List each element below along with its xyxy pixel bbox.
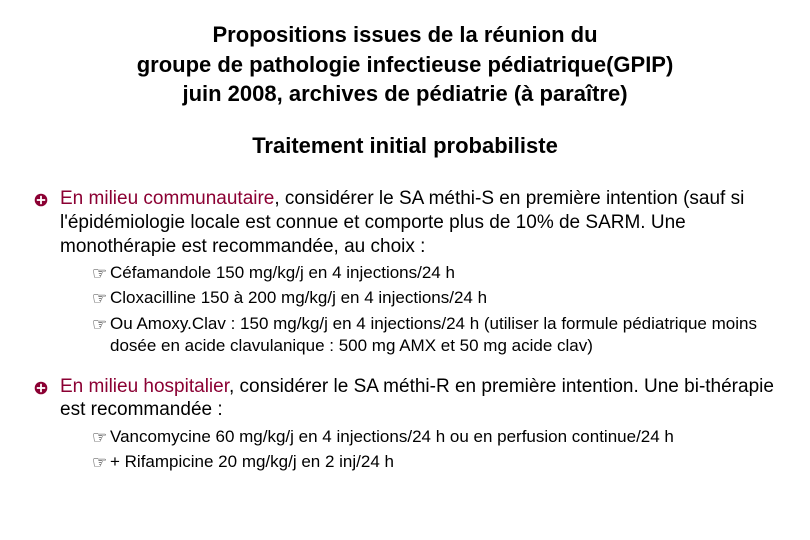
bullet-icon — [30, 189, 52, 211]
bullet-icon — [30, 377, 52, 399]
sub-bullet-text: + Rifampicine 20 mg/kg/j en 2 inj/24 h — [110, 451, 780, 473]
slide-content: En milieu communautaire, considérer le S… — [30, 187, 780, 474]
sub-bullet: ☞ Vancomycine 60 mg/kg/j en 4 injections… — [92, 426, 780, 449]
bullet-text: En milieu communautaire, considérer le S… — [60, 187, 780, 258]
sub-bullet-text: Cloxacilline 150 à 200 mg/kg/j en 4 inje… — [110, 287, 780, 309]
pointer-icon: ☞ — [92, 427, 110, 449]
sub-bullet: ☞ Céfamandole 150 mg/kg/j en 4 injection… — [92, 262, 780, 285]
pointer-icon: ☞ — [92, 452, 110, 474]
bullet-lead: En milieu communautaire — [60, 188, 274, 209]
slide: Propositions issues de la réunion du gro… — [0, 0, 810, 540]
title-line-3: juin 2008, archives de pédiatrie (à para… — [30, 79, 780, 109]
bullet-level-1: En milieu hospitalier, considérer le SA … — [30, 375, 780, 423]
sub-bullet: ☞ + Rifampicine 20 mg/kg/j en 2 inj/24 h — [92, 451, 780, 474]
bullet-lead: En milieu hospitalier — [60, 376, 229, 397]
sub-bullet-list: ☞ Céfamandole 150 mg/kg/j en 4 injection… — [92, 262, 780, 356]
sub-bullet: ☞ Cloxacilline 150 à 200 mg/kg/j en 4 in… — [92, 287, 780, 310]
bullet-level-1: En milieu communautaire, considérer le S… — [30, 187, 780, 258]
bullet-text: En milieu hospitalier, considérer le SA … — [60, 375, 780, 423]
slide-title: Propositions issues de la réunion du gro… — [30, 20, 780, 109]
slide-subtitle: Traitement initial probabiliste — [30, 133, 780, 159]
pointer-icon: ☞ — [92, 288, 110, 310]
title-line-2: groupe de pathologie infectieuse pédiatr… — [30, 50, 780, 80]
sub-bullet-text: Ou Amoxy.Clav : 150 mg/kg/j en 4 injecti… — [110, 313, 780, 357]
pointer-icon: ☞ — [92, 263, 110, 285]
pointer-icon: ☞ — [92, 314, 110, 336]
sub-bullet-text: Vancomycine 60 mg/kg/j en 4 injections/2… — [110, 426, 780, 448]
sub-bullet-text: Céfamandole 150 mg/kg/j en 4 injections/… — [110, 262, 780, 284]
sub-bullet-list: ☞ Vancomycine 60 mg/kg/j en 4 injections… — [92, 426, 780, 474]
title-line-1: Propositions issues de la réunion du — [30, 20, 780, 50]
sub-bullet: ☞ Ou Amoxy.Clav : 150 mg/kg/j en 4 injec… — [92, 313, 780, 357]
